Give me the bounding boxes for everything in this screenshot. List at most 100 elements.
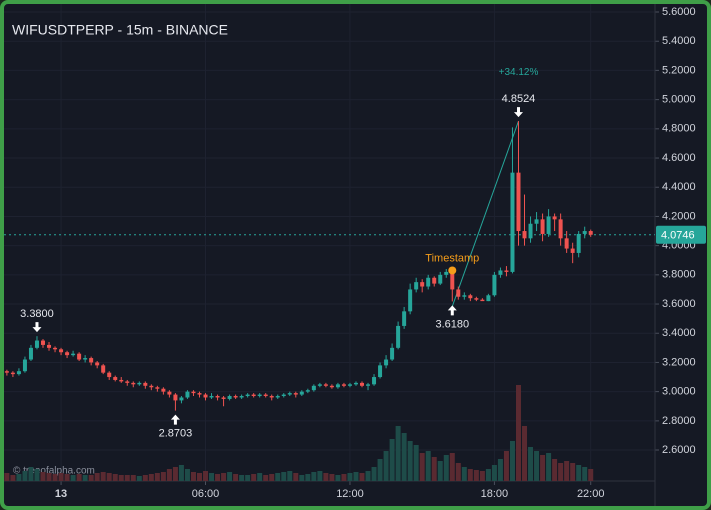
candle-body [510, 172, 515, 272]
candle-body [522, 231, 527, 239]
candle-body [396, 325, 401, 348]
volume-bar [269, 474, 275, 481]
candle-body [588, 231, 593, 235]
volume-bar [479, 471, 485, 481]
volume-bar [76, 474, 82, 481]
volume-bar [353, 472, 359, 481]
candle-body [167, 391, 172, 395]
volume-bar [425, 451, 431, 481]
timestamp-label: Timestamp [425, 252, 479, 264]
volume-bar [491, 465, 497, 481]
volume-bar [118, 475, 124, 481]
volume-bar [233, 474, 239, 481]
y-tick-label: 3.8000 [662, 269, 696, 281]
candle-body [402, 311, 407, 326]
volume-bar [431, 457, 437, 481]
volume-bar [383, 451, 389, 481]
candle-body [408, 289, 413, 312]
candle-body [119, 379, 124, 382]
volume-bar [437, 461, 443, 481]
volume-bar [293, 473, 299, 481]
candle-body [576, 233, 581, 253]
candle-body [468, 295, 473, 299]
candle-body [540, 219, 545, 234]
candle-body [558, 219, 563, 239]
candle-body [281, 394, 286, 397]
volume-bar [365, 471, 371, 481]
volume-bar [503, 451, 509, 481]
candle-body [77, 353, 82, 360]
y-tick-label: 4.2000 [662, 210, 696, 222]
candle-body [71, 353, 76, 356]
y-tick-label: 4.6000 [662, 152, 696, 164]
volume-bar [377, 459, 383, 481]
change-label: +34.12% [499, 67, 539, 78]
arrow [32, 322, 42, 333]
candle-body [28, 347, 33, 360]
price-label-box [656, 225, 706, 244]
y-tick-label: 5.6000 [662, 6, 696, 18]
candle-body [299, 391, 304, 395]
volume-bar [58, 473, 64, 481]
volume-bar [509, 441, 515, 481]
candle-body [227, 396, 232, 399]
volume-bar [190, 472, 196, 481]
volume-bar [570, 463, 576, 481]
arrow [170, 414, 180, 425]
candle-body [65, 352, 70, 356]
volume-bar [40, 472, 46, 481]
candle-body [185, 391, 190, 398]
volume-bar [209, 473, 215, 481]
volume-bar [335, 475, 341, 481]
candle-body [353, 382, 358, 385]
candle-body [263, 394, 268, 397]
chart-title: WIFUSDTPERP - 15m - BINANCE [12, 22, 228, 38]
volume-bar [281, 472, 287, 481]
candle-body [366, 384, 371, 386]
candle-body [360, 382, 365, 386]
candle-body [269, 396, 274, 398]
volume-bar [130, 475, 136, 481]
candle-body [462, 295, 467, 297]
candle-body [4, 371, 9, 373]
x-tick-label: 12:00 [336, 488, 364, 500]
volume-bar [275, 473, 281, 481]
volume-bar [245, 475, 251, 481]
candle-body [378, 365, 383, 378]
candle-body [293, 393, 298, 395]
chart: WIFUSDTPERP - 15m - BINANCE © treeofalph… [4, 4, 706, 506]
candle-body [287, 393, 292, 395]
candle-body [486, 295, 491, 302]
timestamp-dot [448, 266, 457, 275]
candle-body [450, 271, 455, 290]
volume-bar [154, 473, 160, 481]
arrow [513, 107, 523, 118]
candle-body [245, 394, 250, 397]
candle-body [432, 277, 437, 284]
candle-body [570, 248, 575, 253]
volume-bar [419, 453, 425, 481]
candle-body [311, 385, 316, 391]
volume-bar [395, 426, 401, 481]
annotation-label: 4.8524 [502, 93, 536, 105]
candle-body [101, 365, 106, 373]
candle-body [125, 381, 130, 383]
volume-bar [10, 475, 16, 481]
volume-bar [467, 469, 473, 481]
volume-bar [22, 471, 28, 481]
watermark: © treeofalpha.com [13, 466, 95, 477]
volume-bar [251, 474, 257, 481]
x-tick-label: 18:00 [481, 488, 509, 500]
volume-bar [371, 467, 377, 481]
candle-body [59, 349, 64, 353]
annotation-label: 3.6180 [435, 318, 469, 330]
candle-body [504, 270, 509, 272]
candle-body [564, 238, 569, 249]
candle-body [474, 298, 479, 300]
volume-bar [401, 433, 407, 481]
volume-bar [407, 441, 413, 481]
y-tick-label: 3.4000 [662, 327, 696, 339]
volume-bar [546, 453, 552, 481]
volume-bar [413, 445, 419, 481]
